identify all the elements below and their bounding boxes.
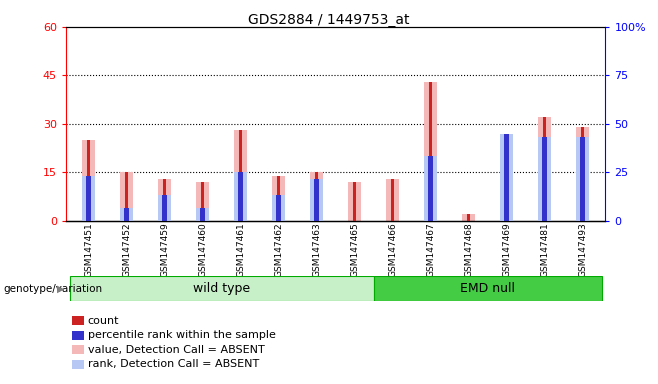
Bar — [196, 208, 209, 221]
Bar — [158, 179, 171, 221]
Bar — [124, 208, 130, 221]
Bar — [82, 175, 95, 221]
Text: percentile rank within the sample: percentile rank within the sample — [88, 330, 276, 340]
Bar — [424, 156, 437, 221]
Bar — [125, 172, 128, 221]
Text: ▶: ▶ — [57, 284, 64, 294]
Bar — [158, 195, 171, 221]
Bar — [424, 82, 437, 221]
Bar — [348, 182, 361, 221]
Bar — [504, 134, 509, 221]
Text: rank, Detection Call = ABSENT: rank, Detection Call = ABSENT — [88, 359, 259, 369]
Bar — [315, 172, 318, 221]
Bar — [234, 172, 247, 221]
Bar — [239, 130, 242, 221]
Bar — [272, 175, 285, 221]
Bar — [272, 195, 285, 221]
Bar — [429, 82, 432, 221]
Bar — [428, 156, 434, 221]
Bar — [70, 276, 374, 301]
Bar — [162, 195, 167, 221]
Bar — [238, 172, 243, 221]
Bar — [538, 118, 551, 221]
Bar — [576, 137, 589, 221]
Bar — [234, 130, 247, 221]
Bar — [500, 134, 513, 221]
Bar — [82, 140, 95, 221]
Bar — [310, 172, 323, 221]
Bar — [87, 140, 90, 221]
Text: GDS2884 / 1449753_at: GDS2884 / 1449753_at — [248, 13, 410, 27]
Bar — [543, 118, 546, 221]
Text: genotype/variation: genotype/variation — [3, 284, 103, 294]
Text: value, Detection Call = ABSENT: value, Detection Call = ABSENT — [88, 345, 265, 355]
Bar — [353, 182, 356, 221]
Bar — [391, 179, 394, 221]
Bar — [163, 179, 166, 221]
Bar — [196, 182, 209, 221]
Bar — [500, 134, 513, 221]
Bar — [374, 276, 601, 301]
Bar — [86, 175, 91, 221]
Bar — [467, 214, 470, 221]
Bar — [310, 179, 323, 221]
Bar — [314, 179, 319, 221]
Bar — [201, 182, 204, 221]
Bar — [462, 214, 475, 221]
Bar — [538, 137, 551, 221]
Bar — [505, 134, 508, 221]
Bar — [576, 127, 589, 221]
Bar — [200, 208, 205, 221]
Bar — [276, 195, 282, 221]
Text: wild type: wild type — [193, 283, 250, 295]
Text: EMD null: EMD null — [460, 283, 515, 295]
Bar — [580, 137, 586, 221]
Bar — [542, 137, 547, 221]
Bar — [120, 172, 133, 221]
Text: count: count — [88, 316, 119, 326]
Bar — [386, 179, 399, 221]
Bar — [120, 208, 133, 221]
Bar — [277, 175, 280, 221]
Bar — [581, 127, 584, 221]
